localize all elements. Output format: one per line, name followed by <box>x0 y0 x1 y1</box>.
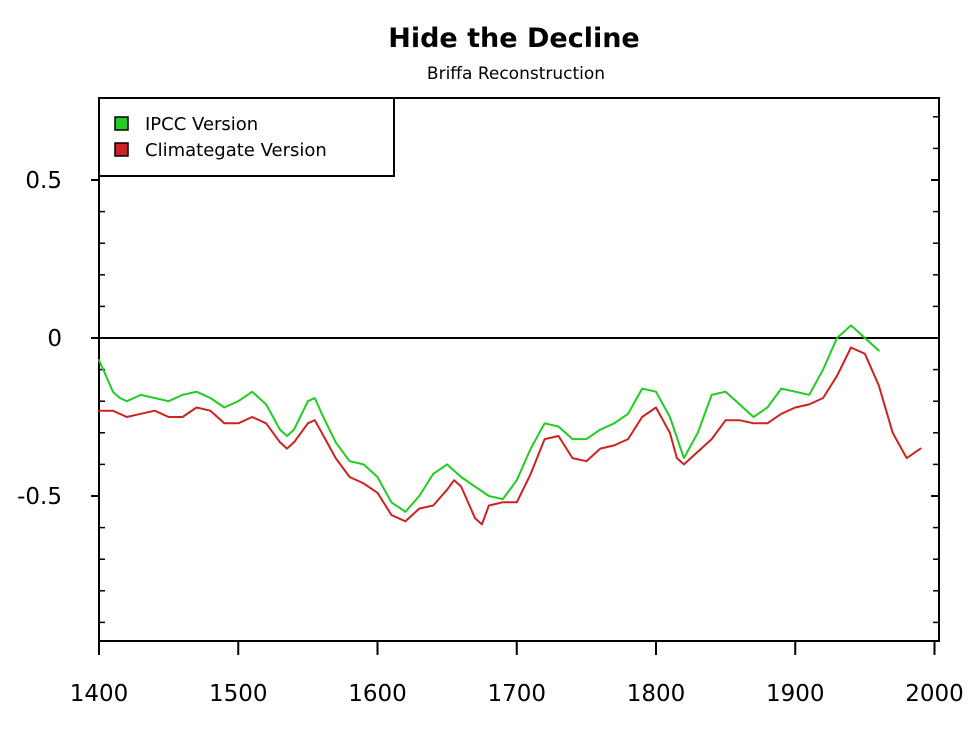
x-tick-label: 1600 <box>348 681 407 707</box>
legend-swatch-ipcc <box>114 116 129 131</box>
series-line-0 <box>98 324 880 513</box>
x-tick-label: 2000 <box>905 681 964 707</box>
y-tick-label: 0 <box>47 326 62 352</box>
x-tick-label: 1900 <box>766 681 825 707</box>
x-tick-label: 1400 <box>70 681 129 707</box>
x-axis-labels: 1400 1500 1600 1700 1800 1900 2000 <box>70 681 964 707</box>
series-lines <box>98 324 922 526</box>
chart-title: Hide the Decline <box>388 23 640 54</box>
legend-swatch-climategate <box>114 142 129 157</box>
x-tick-label: 1700 <box>487 681 546 707</box>
legend: IPCC Version Climategate Version <box>98 97 395 177</box>
y-tick-label: 0.5 <box>25 168 62 194</box>
y-tick-label: -0.5 <box>17 484 62 510</box>
legend-label-ipcc: IPCC Version <box>145 114 258 135</box>
legend-box <box>98 97 395 177</box>
x-axis-ticks <box>98 641 936 655</box>
y-axis-minor-ticks <box>99 116 939 624</box>
plot-frame <box>98 97 940 642</box>
x-tick-label: 1500 <box>209 681 268 707</box>
legend-label-climategate: Climategate Version <box>145 140 327 161</box>
series-line-1 <box>98 346 922 526</box>
x-tick-label: 1800 <box>627 681 686 707</box>
y-axis-labels: 0.5 0 -0.5 <box>17 168 62 510</box>
chart-subtitle: Briffa Reconstruction <box>427 64 605 84</box>
